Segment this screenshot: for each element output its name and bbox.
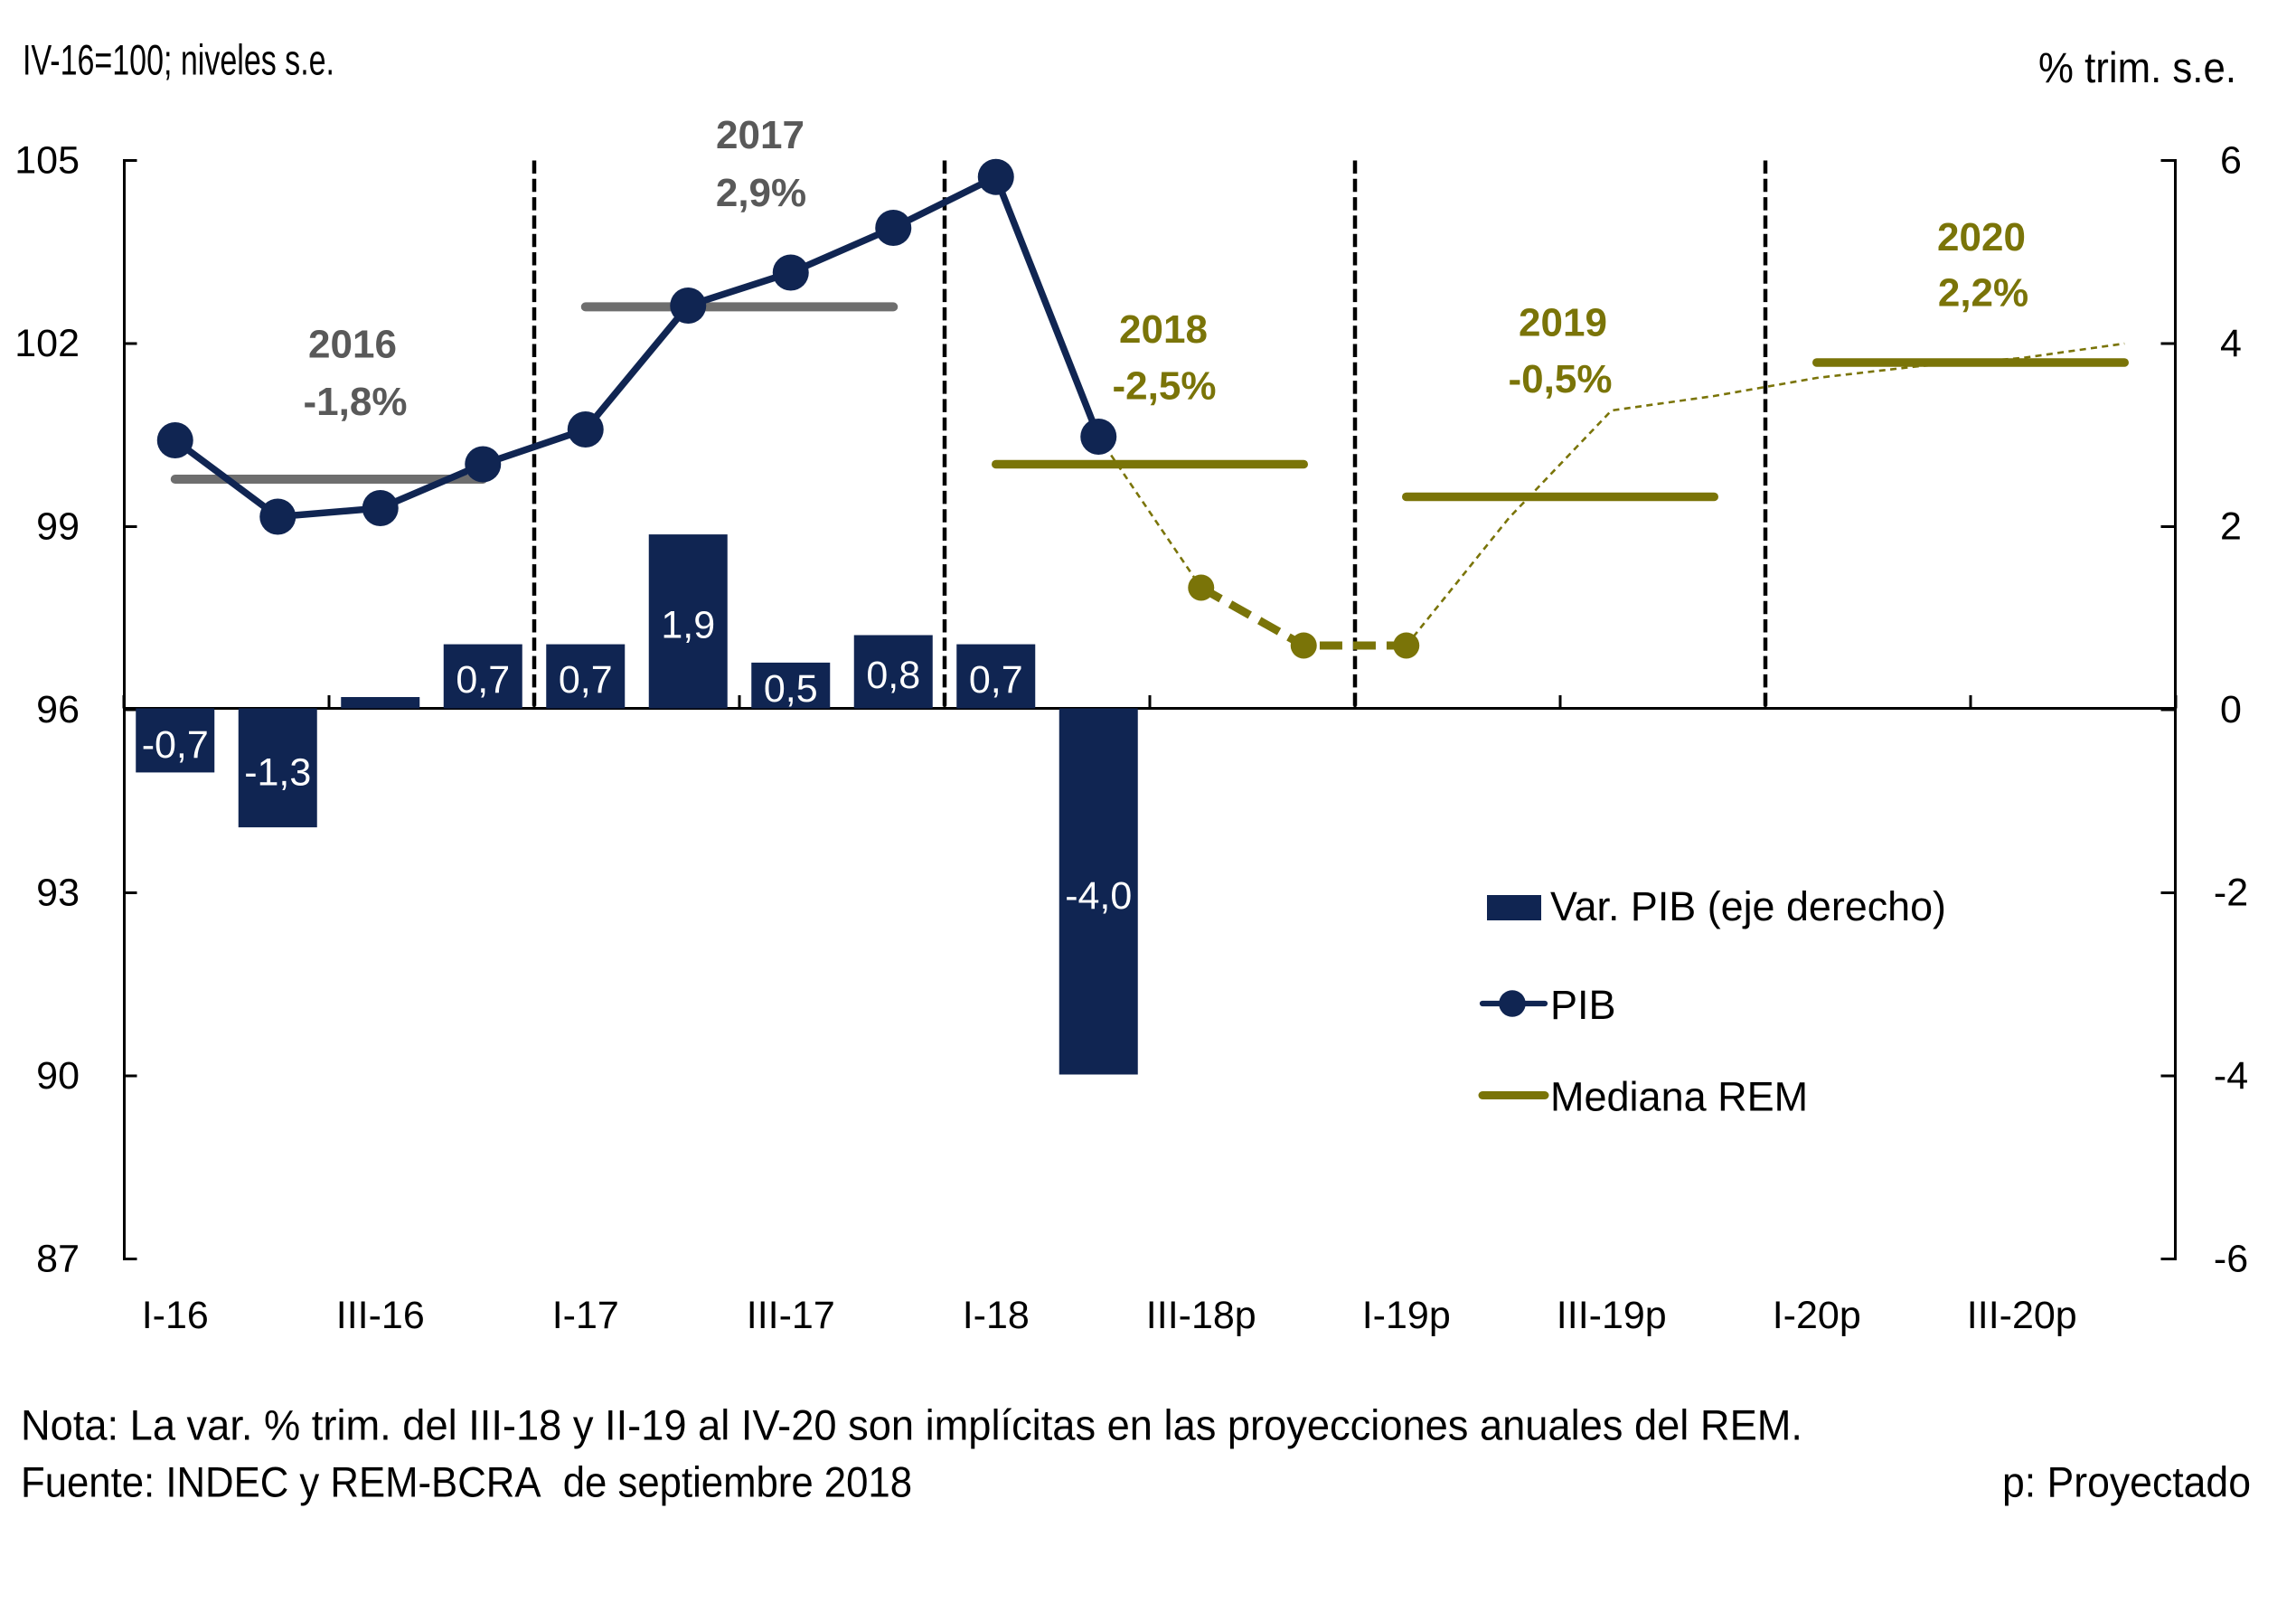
svg-text:% trim. s.e.: % trim. s.e. [2038, 43, 2236, 91]
svg-text:-6: -6 [2214, 1238, 2248, 1281]
svg-text:0,5: 0,5 [764, 667, 818, 711]
svg-text:96: 96 [36, 688, 80, 731]
svg-text:-0,7: -0,7 [142, 723, 209, 767]
svg-text:0,8: 0,8 [866, 654, 920, 697]
svg-text:2,2%: 2,2% [1938, 271, 2028, 316]
svg-text:IV-16=100; niveles s.e.: IV-16=100; niveles s.e. [23, 36, 334, 84]
svg-text:-1,3: -1,3 [244, 750, 311, 794]
svg-text:Mediana REM: Mediana REM [1550, 1074, 1808, 1120]
svg-text:Var. PIB (eje derecho): Var. PIB (eje derecho) [1550, 883, 1946, 929]
svg-text:2016: 2016 [308, 323, 397, 367]
svg-text:Nota: La var. % trim. del III-: Nota: La var. % trim. del III-18 y II-19… [21, 1401, 1802, 1449]
svg-text:III-17: III-17 [747, 1294, 835, 1337]
svg-text:I-18: I-18 [963, 1294, 1030, 1337]
svg-text:I-19p: I-19p [1362, 1294, 1451, 1337]
svg-text:I-17: I-17 [552, 1294, 619, 1337]
svg-text:0,7: 0,7 [559, 658, 613, 702]
svg-text:Fuente: INDEC y REM-BCRA de s: Fuente: INDEC y REM-BCRA de septiembre 2… [21, 1458, 912, 1506]
svg-text:2017: 2017 [716, 113, 805, 157]
svg-text:2020: 2020 [1937, 215, 2026, 259]
svg-text:III-20p: III-20p [1967, 1294, 2077, 1337]
svg-text:PIB: PIB [1550, 982, 1616, 1028]
svg-text:105: 105 [14, 139, 80, 183]
svg-text:2: 2 [2220, 505, 2242, 549]
svg-text:2,9%: 2,9% [716, 171, 806, 215]
svg-text:102: 102 [14, 322, 80, 365]
svg-text:p: Proyectado: p: Proyectado [2002, 1458, 2251, 1506]
svg-text:0: 0 [2220, 688, 2242, 731]
svg-text:87: 87 [36, 1238, 80, 1281]
svg-text:6: 6 [2220, 139, 2242, 183]
svg-text:III-16: III-16 [336, 1294, 425, 1337]
svg-text:-4: -4 [2214, 1054, 2248, 1098]
svg-text:III-19p: III-19p [1557, 1294, 1667, 1337]
svg-text:2018: 2018 [1119, 307, 1208, 352]
svg-text:I-16: I-16 [142, 1294, 209, 1337]
svg-text:2019: 2019 [1519, 301, 1607, 345]
svg-text:-0,5%: -0,5% [1509, 357, 1613, 401]
svg-text:1,9: 1,9 [661, 603, 715, 646]
svg-text:-2: -2 [2214, 872, 2248, 915]
svg-text:I-20p: I-20p [1773, 1294, 1861, 1337]
svg-text:93: 93 [36, 872, 80, 915]
svg-text:-2,5%: -2,5% [1113, 364, 1217, 409]
svg-text:0,7: 0,7 [969, 658, 1023, 702]
svg-text:0,7: 0,7 [456, 658, 510, 702]
svg-text:90: 90 [36, 1054, 80, 1098]
svg-text:4: 4 [2220, 322, 2242, 365]
svg-text:-4,0: -4,0 [1065, 874, 1132, 918]
svg-text:-1,8%: -1,8% [304, 380, 408, 424]
svg-text:99: 99 [36, 505, 80, 549]
svg-text:III-18p: III-18p [1146, 1294, 1256, 1337]
